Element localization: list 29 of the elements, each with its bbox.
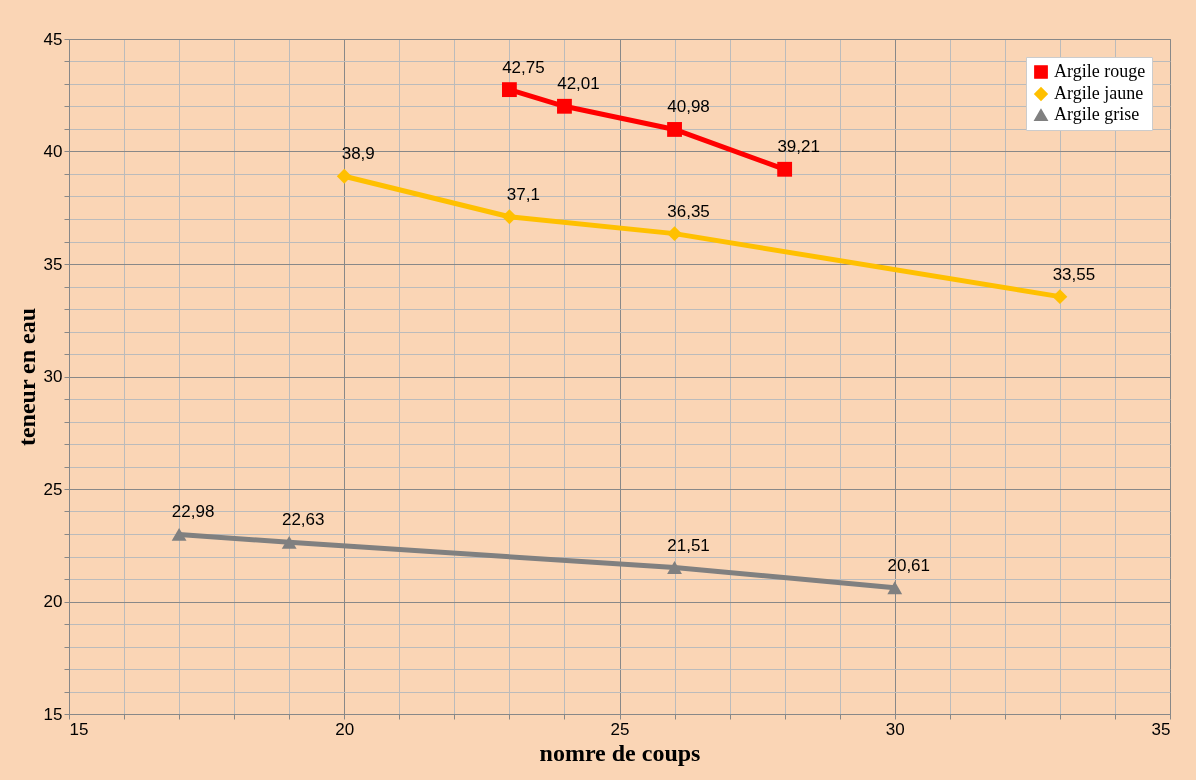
data-label: 21,51: [667, 535, 710, 555]
legend-label: Argile grise: [1054, 104, 1140, 124]
data-label: 36,35: [667, 201, 710, 221]
legend-label: Argile jaune: [1054, 83, 1144, 103]
y-tick-label: 25: [43, 479, 63, 499]
data-label: 37,1: [506, 184, 540, 204]
y-tick-label: 30: [43, 367, 63, 386]
x-tick-label: 25: [610, 719, 630, 739]
y-tick-label: 40: [43, 142, 63, 161]
y-tick-label: 45: [43, 29, 63, 49]
y-tick-label: 35: [43, 254, 63, 274]
x-tick-label: 15: [69, 719, 89, 739]
data-label: 20,61: [887, 555, 931, 575]
data-label: 40,98: [667, 97, 710, 117]
data-label: 42,75: [502, 57, 545, 77]
legend-label: Argile rouge: [1054, 61, 1146, 81]
x-tick-label: 35: [1151, 719, 1171, 739]
x-axis-title: nomre de coups: [539, 739, 701, 766]
data-label: 33,55: [1052, 264, 1096, 284]
data-label: 22,63: [281, 510, 325, 530]
y-tick-label: 20: [43, 592, 63, 611]
data-label: 39,21: [777, 137, 820, 157]
y-axis-title: teneur en eau: [13, 307, 40, 447]
data-label: 42,01: [557, 74, 600, 94]
x-tick-label: 30: [885, 719, 905, 739]
y-tick-label: 15: [43, 704, 63, 724]
data-label: 38,9: [341, 144, 375, 164]
x-tick-label: 20: [335, 719, 355, 739]
data-label: 22,98: [171, 502, 215, 522]
